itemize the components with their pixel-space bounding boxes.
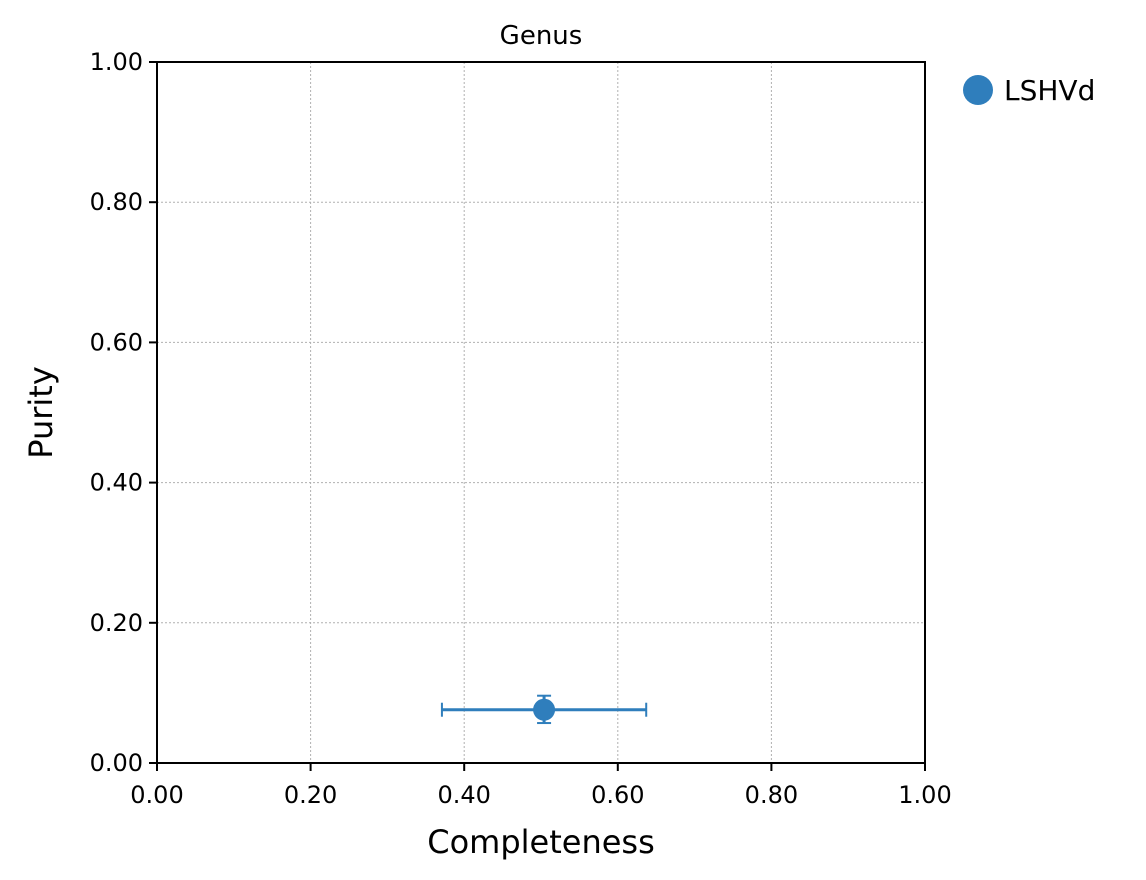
y-tick-label: 0.00 — [90, 749, 143, 777]
y-tick-label: 0.80 — [90, 188, 143, 216]
x-tick-label: 0.80 — [745, 781, 798, 809]
x-tick-label: 0.00 — [130, 781, 183, 809]
legend: LSHVd — [963, 74, 1095, 107]
x-tick-label: 0.20 — [284, 781, 337, 809]
chart-title: Genus — [500, 21, 583, 51]
axis-ticks: 0.00 0.20 0.40 0.60 0.80 1.00 0.00 0.20 0.40 0.60… — [90, 48, 952, 809]
y-tick-label: 0.20 — [90, 609, 143, 637]
legend-marker-lshvd — [963, 75, 993, 105]
data-point — [533, 698, 556, 721]
legend-label-lshvd: LSHVd — [1004, 74, 1095, 107]
x-tick-label: 0.60 — [591, 781, 644, 809]
plot-area-frame — [156, 61, 926, 764]
x-axis-title: Completeness — [427, 823, 655, 861]
y-axis-title: Purity — [22, 366, 60, 459]
y-tick-label: 1.00 — [90, 48, 143, 76]
x-tick-label: 1.00 — [898, 781, 951, 809]
data-marks — [440, 694, 648, 725]
y-tick-label: 0.40 — [90, 469, 143, 497]
x-tick-label: 0.40 — [437, 781, 490, 809]
y-tick-label: 0.60 — [90, 328, 143, 356]
grid — [157, 62, 925, 763]
